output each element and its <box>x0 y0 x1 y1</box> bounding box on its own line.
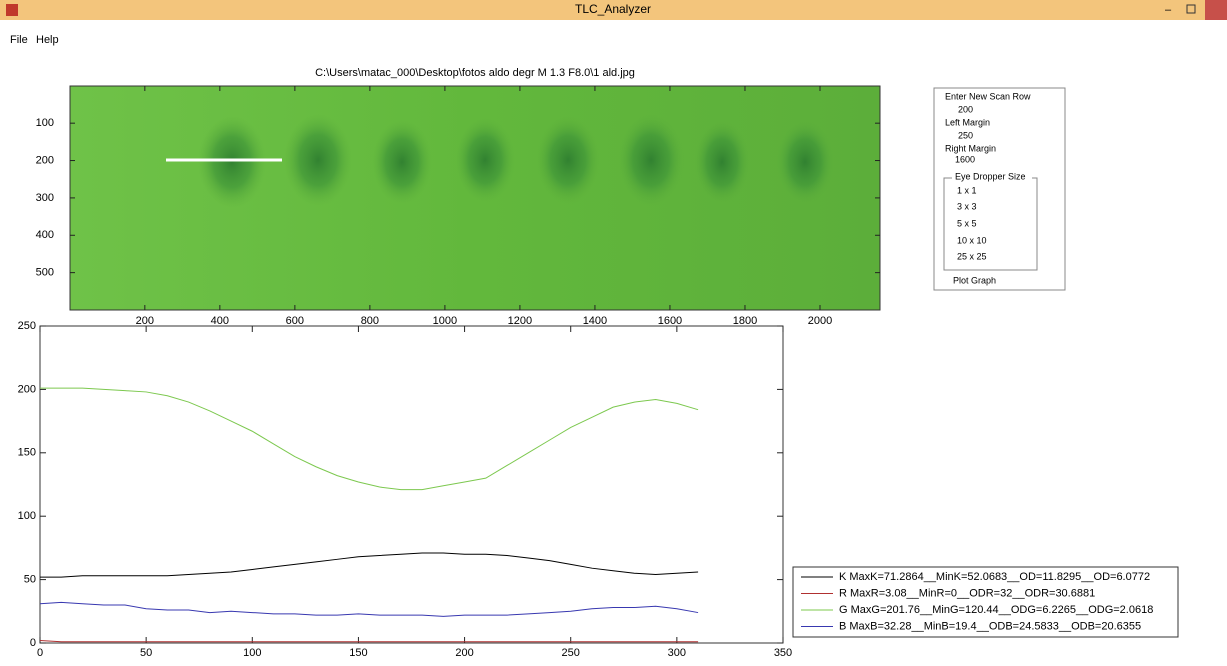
close-button[interactable] <box>1205 0 1227 20</box>
legend-label: R MaxR=3.08__MinR=0__ODR=32__ODR=30.6881 <box>839 587 1095 599</box>
x-tick-label: 1600 <box>658 315 682 327</box>
tlc-image <box>70 86 880 310</box>
label: Left Margin <box>945 117 990 127</box>
option[interactable]: 5 x 5 <box>957 218 977 228</box>
x-tick-label: 0 <box>37 647 43 659</box>
plot-button[interactable]: Plot Graph <box>953 275 996 285</box>
x-tick-label: 200 <box>455 647 473 659</box>
legend-label: G MaxG=201.76__MinG=120.44__ODG=6.2265__… <box>839 604 1153 616</box>
menu-item[interactable]: Help <box>36 34 59 46</box>
y-tick-label: 150 <box>18 447 36 459</box>
plot-frame <box>40 326 783 643</box>
app-icon <box>6 4 18 16</box>
x-tick-label: 300 <box>668 647 686 659</box>
x-tick-label: 2000 <box>808 315 832 327</box>
option[interactable]: 1 x 1 <box>957 185 977 195</box>
y-tick-label: 100 <box>18 510 36 522</box>
x-tick-label: 400 <box>211 315 229 327</box>
x-tick-label: 200 <box>136 315 154 327</box>
window-title: TLC_Analyzer <box>575 2 651 16</box>
legend-label: K MaxK=71.2864__MinK=52.0683__OD=11.8295… <box>839 571 1150 583</box>
minimize-button[interactable]: – <box>1165 4 1172 16</box>
input-value[interactable]: 200 <box>958 104 973 114</box>
option[interactable]: 25 x 25 <box>957 251 987 261</box>
y-tick-label: 400 <box>36 229 54 241</box>
x-tick-label: 350 <box>774 647 792 659</box>
y-tick-label: 0 <box>30 637 36 649</box>
x-tick-label: 250 <box>562 647 580 659</box>
option[interactable]: 10 x 10 <box>957 235 987 245</box>
group-title: Eye Dropper Size <box>955 171 1026 181</box>
y-tick-label: 50 <box>24 574 36 586</box>
y-tick-label: 300 <box>36 192 54 204</box>
window: TLC_Analyzer – File Help C:\Users\matac_… <box>0 0 1227 661</box>
x-tick-label: 1400 <box>583 315 607 327</box>
x-tick-label: 100 <box>243 647 261 659</box>
image-title: C:\Users\matac_000\Desktop\fotos aldo de… <box>315 67 635 79</box>
x-tick-label: 50 <box>140 647 152 659</box>
y-tick-label: 200 <box>18 383 36 395</box>
label: Enter New Scan Row <box>945 91 1031 101</box>
y-tick-label: 500 <box>36 267 54 279</box>
legend-label: B MaxB=32.28__MinB=19.4__ODB=24.5833__OD… <box>839 620 1141 632</box>
y-tick-label: 100 <box>36 117 54 129</box>
menu-item[interactable]: File <box>10 34 28 46</box>
x-tick-label: 1200 <box>508 315 532 327</box>
x-tick-label: 1800 <box>733 315 757 327</box>
x-tick-label: 1000 <box>433 315 457 327</box>
y-tick-label: 250 <box>18 320 36 332</box>
label: Right Margin <box>945 143 996 153</box>
y-tick-label: 200 <box>36 154 54 166</box>
x-tick-label: 600 <box>286 315 304 327</box>
x-tick-label: 800 <box>361 315 379 327</box>
option[interactable]: 3 x 3 <box>957 201 977 211</box>
input-value[interactable]: 1600 <box>955 154 975 164</box>
input-value[interactable]: 250 <box>958 130 973 140</box>
x-tick-label: 150 <box>349 647 367 659</box>
